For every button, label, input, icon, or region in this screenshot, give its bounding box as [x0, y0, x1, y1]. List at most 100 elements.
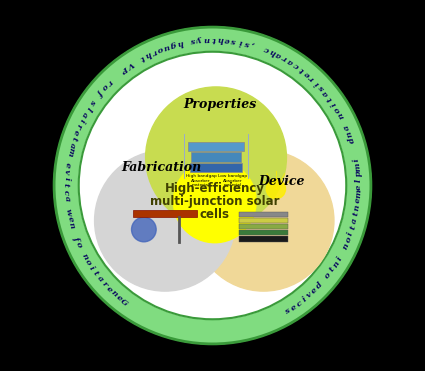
Text: a: a: [321, 88, 331, 98]
Text: o: o: [156, 44, 164, 53]
Text: f: f: [96, 88, 105, 95]
Text: n: n: [331, 259, 341, 269]
FancyBboxPatch shape: [133, 210, 197, 217]
Text: l: l: [355, 178, 363, 182]
Text: Fabrication: Fabrication: [121, 161, 201, 174]
Circle shape: [54, 27, 371, 344]
Text: o: o: [333, 105, 343, 114]
Text: i: i: [301, 295, 308, 303]
Text: t: t: [138, 53, 145, 62]
Text: n: n: [345, 129, 354, 138]
Text: P: P: [120, 63, 130, 73]
Text: o: o: [83, 258, 93, 267]
Text: r: r: [105, 77, 114, 86]
Text: s: s: [244, 39, 250, 47]
Text: r: r: [74, 122, 83, 129]
Text: e: e: [114, 293, 124, 303]
Text: v: v: [62, 169, 71, 174]
Circle shape: [266, 179, 286, 199]
Text: Low bandgap
Absorber
material: Low bandgap Absorber material: [218, 174, 247, 187]
Text: m: m: [353, 162, 362, 172]
Text: a: a: [95, 275, 105, 284]
Text: e: e: [65, 215, 74, 223]
Text: s: s: [231, 36, 237, 45]
Text: e: e: [63, 162, 72, 168]
Text: y: y: [197, 35, 203, 44]
Text: r: r: [150, 47, 158, 56]
Text: o: o: [344, 236, 353, 244]
Text: h: h: [176, 38, 184, 47]
FancyBboxPatch shape: [239, 236, 288, 242]
Text: e: e: [310, 286, 320, 295]
Text: o: o: [323, 270, 333, 280]
Text: s: s: [190, 36, 196, 45]
Text: a: a: [286, 57, 295, 66]
Text: e: e: [104, 285, 114, 294]
Text: e: e: [289, 303, 298, 312]
Text: n: n: [341, 242, 351, 251]
Text: m: m: [354, 189, 363, 198]
Text: c: c: [263, 45, 270, 54]
Text: r: r: [308, 74, 316, 82]
Text: i: i: [335, 255, 344, 262]
Circle shape: [95, 150, 235, 291]
Text: c: c: [295, 299, 303, 308]
Text: t: t: [91, 270, 100, 278]
Circle shape: [173, 160, 256, 243]
Text: n: n: [353, 204, 362, 211]
Text: High-efficiency: High-efficiency: [165, 182, 265, 195]
Text: i: i: [346, 231, 355, 236]
Text: h: h: [268, 47, 277, 57]
Text: r: r: [281, 53, 289, 63]
Text: e: e: [354, 197, 363, 204]
Text: t: t: [298, 65, 306, 74]
Text: multi-junction solar: multi-junction solar: [150, 195, 280, 208]
Text: ,: ,: [251, 41, 256, 49]
Text: a: a: [342, 124, 352, 132]
Text: V: V: [125, 59, 135, 69]
Text: e: e: [355, 184, 363, 190]
Text: u: u: [162, 42, 171, 51]
FancyBboxPatch shape: [239, 218, 288, 223]
Text: m: m: [65, 147, 75, 157]
Text: h: h: [217, 35, 224, 43]
Text: i: i: [238, 37, 243, 46]
Text: i: i: [62, 177, 70, 180]
Circle shape: [193, 150, 334, 291]
Text: Properties: Properties: [183, 98, 256, 111]
FancyBboxPatch shape: [239, 213, 288, 217]
Text: a: a: [350, 217, 359, 224]
FancyBboxPatch shape: [191, 152, 241, 162]
Text: w: w: [64, 208, 73, 217]
Text: e: e: [302, 69, 312, 78]
Text: g: g: [169, 40, 177, 49]
Text: a: a: [62, 196, 71, 202]
Text: Device: Device: [258, 175, 304, 188]
Text: t: t: [62, 183, 70, 187]
Text: cells: cells: [200, 208, 230, 221]
FancyBboxPatch shape: [190, 164, 242, 172]
Text: o: o: [74, 240, 83, 249]
Text: e: e: [71, 128, 81, 136]
Circle shape: [146, 87, 286, 228]
Text: t: t: [328, 266, 337, 273]
Text: n: n: [67, 221, 76, 230]
Text: s: s: [87, 98, 96, 106]
Text: i: i: [88, 265, 96, 272]
Text: i: i: [330, 100, 338, 107]
Text: n: n: [336, 111, 346, 120]
Text: h: h: [143, 49, 152, 59]
Text: t: t: [352, 211, 360, 217]
Text: r: r: [100, 280, 109, 289]
Text: d: d: [314, 280, 324, 290]
FancyBboxPatch shape: [188, 142, 244, 151]
Text: n: n: [109, 289, 119, 299]
Text: c: c: [292, 60, 300, 70]
Text: v: v: [305, 290, 314, 300]
Text: i: i: [352, 158, 361, 162]
Text: a: a: [275, 50, 283, 60]
Text: e: e: [224, 36, 230, 44]
Text: n: n: [204, 35, 210, 43]
Circle shape: [79, 52, 346, 319]
Text: i: i: [313, 79, 321, 87]
